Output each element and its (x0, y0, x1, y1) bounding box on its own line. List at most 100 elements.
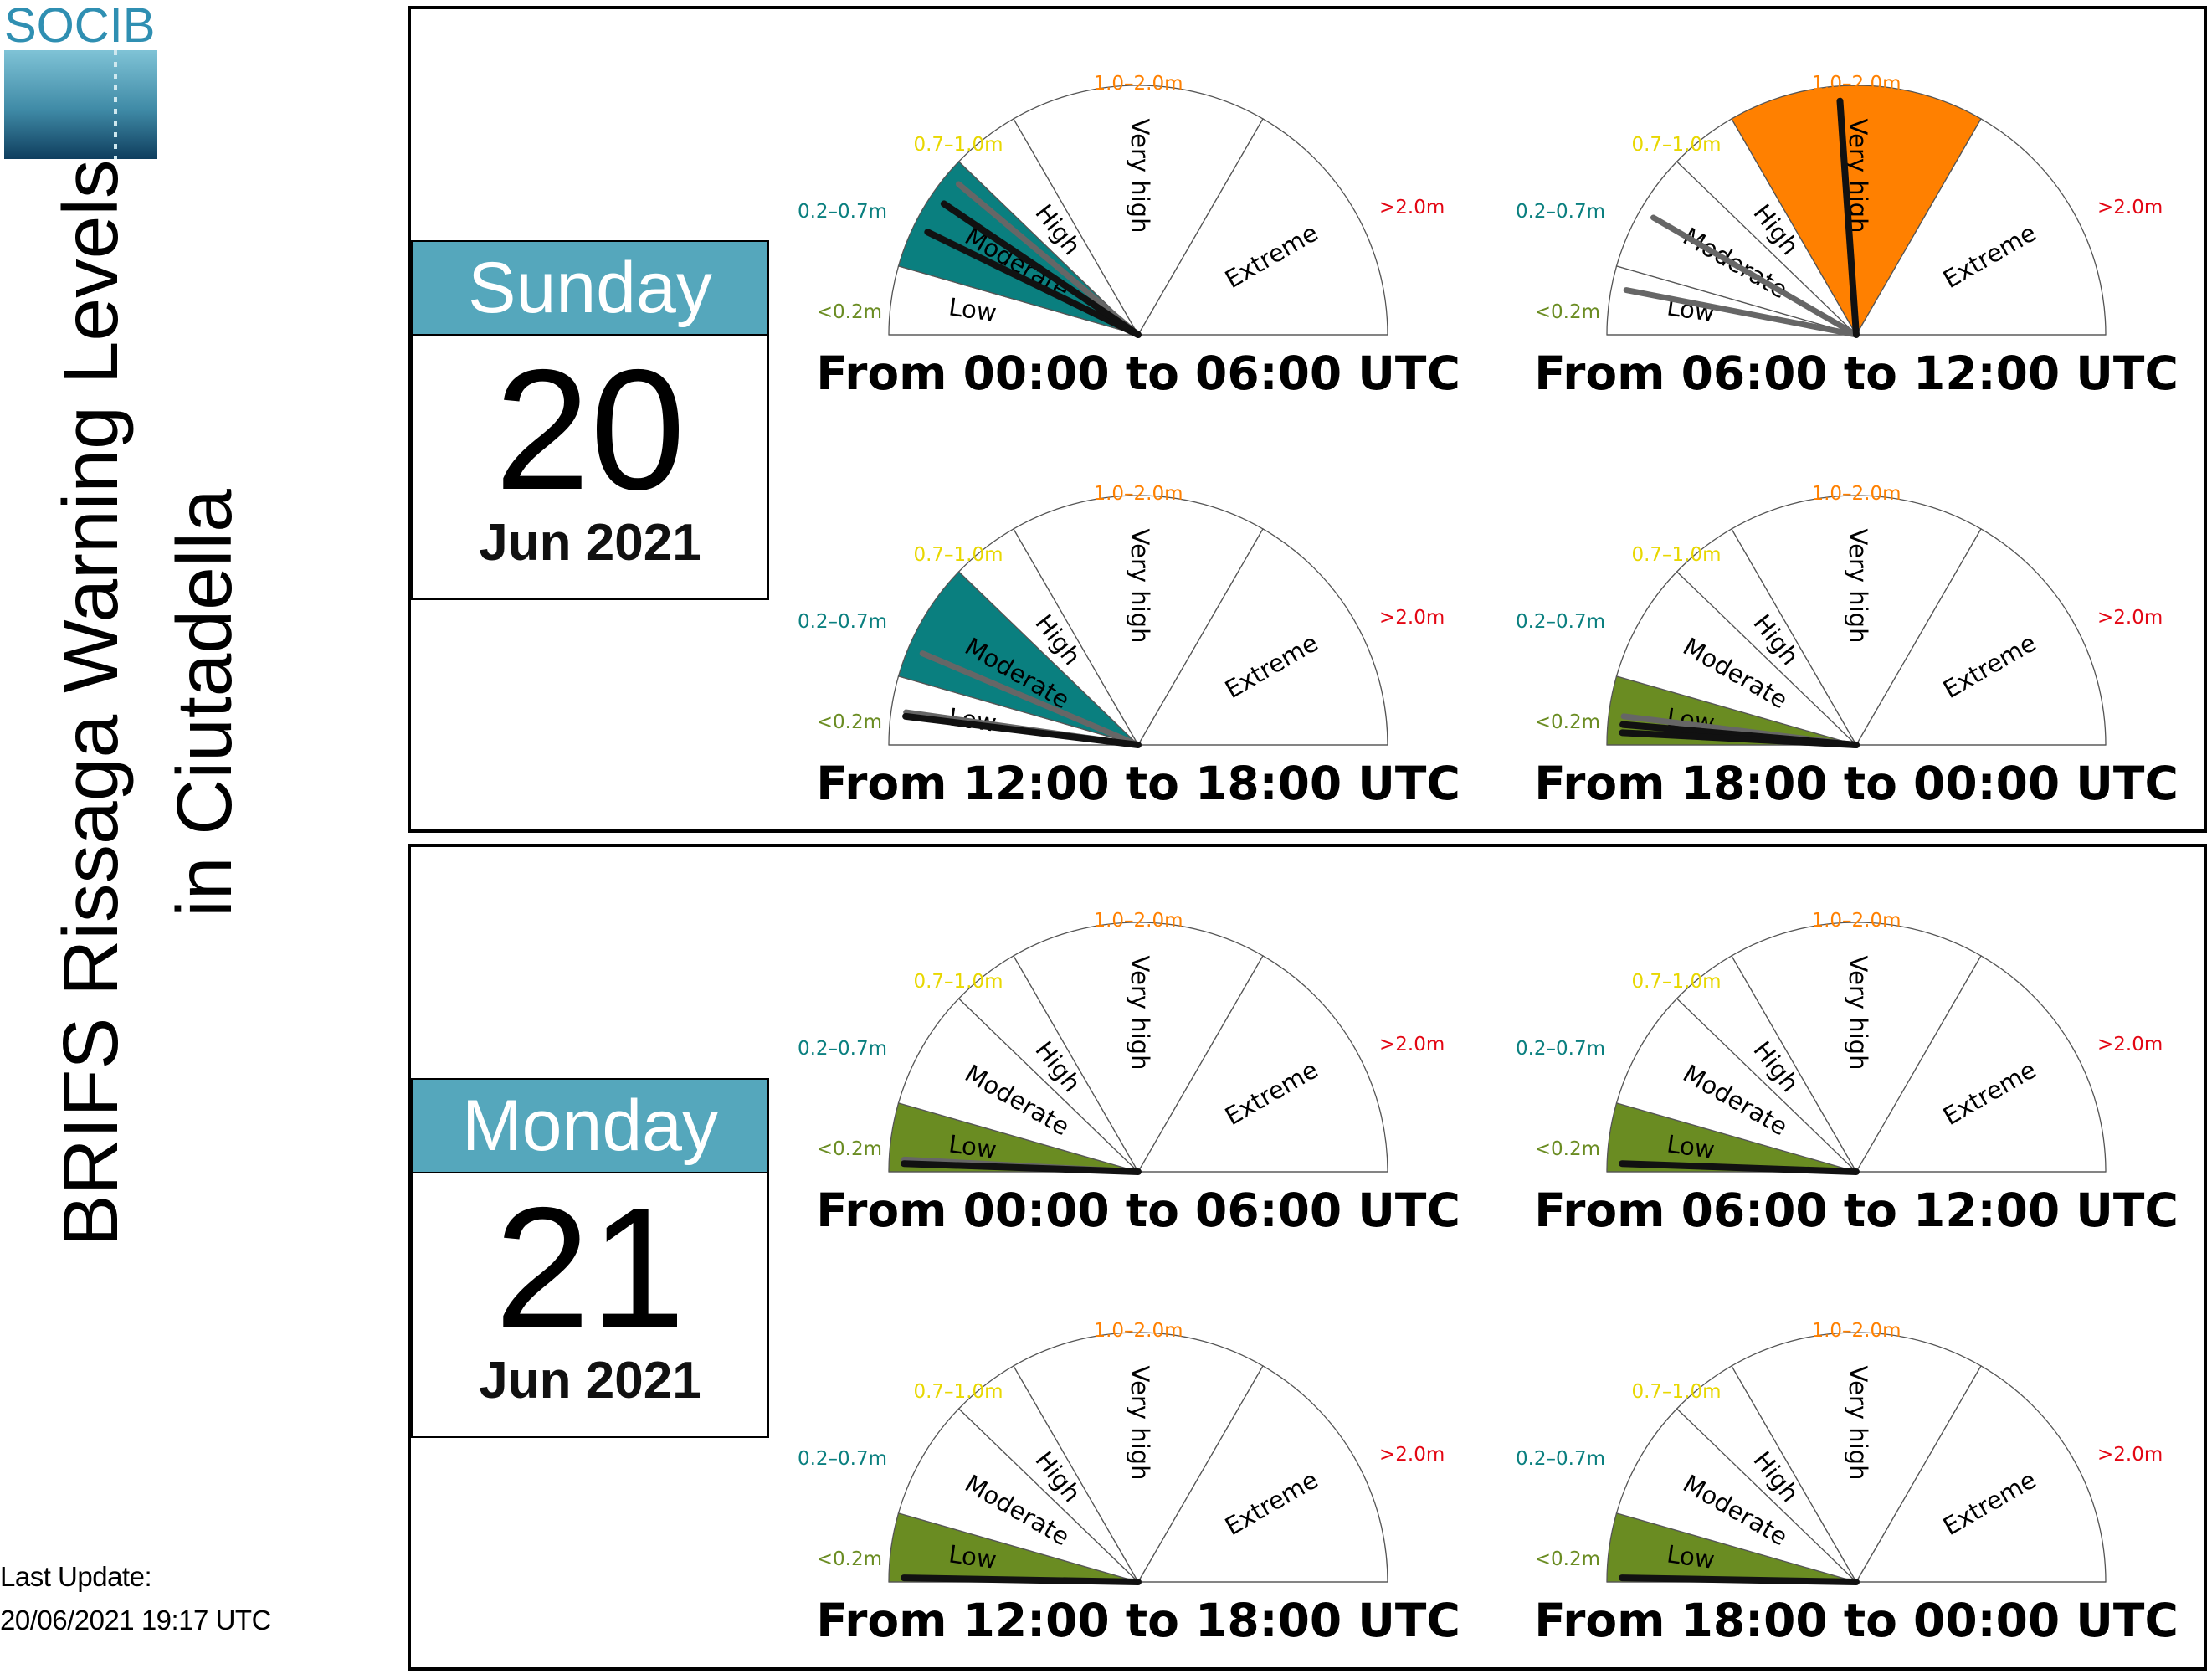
threshold-label-extreme: >2.0m (1379, 197, 1445, 218)
threshold-label-moderate: 0.2–0.7m (1516, 1448, 1605, 1470)
sector-label-very-high: Very high (1844, 1366, 1872, 1481)
needle-0 (1836, 97, 1860, 338)
period-label: From 00:00 to 06:00 UTC (816, 347, 1460, 400)
period-label: From 12:00 to 18:00 UTC (816, 757, 1460, 810)
threshold-label-high: 0.7–1.0m (913, 1381, 1003, 1403)
threshold-label-very-high: 1.0–2.0m (1811, 483, 1901, 505)
threshold-label-extreme: >2.0m (2097, 1444, 2163, 1466)
calendar-day-number: 20 (494, 334, 686, 526)
needle-gray-0 (1650, 214, 1860, 338)
sector-moderate (1615, 161, 1857, 336)
threshold-label-low: <0.2m (1535, 301, 1600, 323)
sector-label-very-high: Very high (1126, 956, 1154, 1071)
threshold-label-very-high: 1.0–2.0m (1811, 73, 1901, 95)
sector-label-low: Low (1665, 1129, 1717, 1164)
sector-extreme (1855, 118, 2107, 336)
last-update: Last Update: 20/06/2021 19:17 UTC (0, 1555, 271, 1642)
threshold-label-extreme: >2.0m (2097, 197, 2163, 218)
threshold-label-moderate: 0.2–0.7m (798, 1448, 887, 1470)
threshold-label-very-high: 1.0–2.0m (1093, 483, 1183, 505)
threshold-label-high: 0.7–1.0m (913, 544, 1003, 566)
sector-extreme (1855, 1365, 2107, 1583)
threshold-label-extreme: >2.0m (1379, 1034, 1445, 1055)
threshold-label-low: <0.2m (817, 301, 882, 323)
sector-very-high (1731, 922, 1982, 1173)
needle-0 (1619, 1160, 1860, 1175)
period-label: From 12:00 to 18:00 UTC (816, 1594, 1460, 1647)
threshold-label-high: 0.7–1.0m (1631, 134, 1721, 156)
sector-very-high (1013, 495, 1264, 747)
socib-logo: SOCIB (4, 0, 157, 159)
threshold-label-high: 0.7–1.0m (1631, 1381, 1721, 1403)
threshold-label-very-high: 1.0–2.0m (1093, 910, 1183, 932)
sector-moderate (1615, 571, 1857, 746)
sector-very-high (1013, 1332, 1264, 1584)
threshold-label-extreme: >2.0m (2097, 607, 2163, 629)
needle-0 (1619, 1574, 1860, 1585)
sector-very-high (1013, 922, 1264, 1173)
calendar-weekday: Monday (413, 1080, 767, 1173)
sector-label-low: Low (947, 1539, 998, 1574)
sector-moderate (897, 571, 1139, 746)
threshold-label-extreme: >2.0m (1379, 607, 1445, 629)
needle-0 (924, 229, 1142, 338)
threshold-label-high: 0.7–1.0m (1631, 971, 1721, 993)
needle-0 (901, 1574, 1142, 1585)
sector-extreme (1137, 528, 1388, 746)
threshold-label-moderate: 0.2–0.7m (1516, 1038, 1605, 1060)
period-label: From 00:00 to 06:00 UTC (816, 1184, 1460, 1237)
sector-label-very-high: Very high (1126, 1366, 1154, 1481)
sector-label-very-high: Very high (1844, 956, 1872, 1071)
sector-moderate (897, 998, 1139, 1173)
sector-extreme (1855, 955, 2107, 1173)
sector-extreme (1137, 1365, 1388, 1583)
calendar-day-number: 21 (494, 1172, 686, 1363)
sector-very-high (1731, 495, 1982, 747)
socib-logo-text: SOCIB (4, 0, 156, 53)
threshold-label-low: <0.2m (817, 711, 882, 733)
sector-extreme (1137, 955, 1388, 1173)
sector-label-low: Low (947, 1129, 998, 1164)
threshold-label-high: 0.7–1.0m (913, 971, 1003, 993)
calendar-monday: Monday 21 Jun 2021 (411, 1078, 769, 1438)
period-label: From 06:00 to 12:00 UTC (1534, 1184, 2179, 1237)
last-update-label: Last Update: (0, 1561, 152, 1592)
threshold-label-low: <0.2m (1535, 1548, 1600, 1570)
needle-1 (940, 200, 1142, 338)
threshold-label-very-high: 1.0–2.0m (1093, 1320, 1183, 1342)
calendar-sunday: Sunday 20 Jun 2021 (411, 240, 769, 600)
sector-moderate (1615, 998, 1857, 1173)
sector-extreme (1855, 528, 2107, 746)
sector-very-high (1731, 85, 1982, 336)
sector-label-very-high: Very high (1844, 529, 1872, 644)
needle-gray-0 (919, 650, 1142, 748)
threshold-label-extreme: >2.0m (2097, 1034, 2163, 1055)
needle-0 (902, 712, 1142, 748)
sector-very-high (1013, 85, 1264, 336)
sector-label-very-high: Very high (1126, 529, 1154, 644)
threshold-label-low: <0.2m (1535, 711, 1600, 733)
calendar-month-year: Jun 2021 (479, 514, 701, 572)
sector-moderate (897, 1408, 1139, 1583)
threshold-label-low: <0.2m (817, 1138, 882, 1160)
threshold-label-moderate: 0.2–0.7m (1516, 201, 1605, 223)
sector-label-very-high: Very high (1126, 119, 1154, 234)
threshold-label-moderate: 0.2–0.7m (798, 1038, 887, 1060)
needle-gray-0 (956, 181, 1142, 338)
threshold-label-low: <0.2m (1535, 1138, 1600, 1160)
threshold-label-very-high: 1.0–2.0m (1811, 910, 1901, 932)
threshold-label-high: 0.7–1.0m (913, 134, 1003, 156)
threshold-label-extreme: >2.0m (1379, 1444, 1445, 1466)
needle-1 (1619, 729, 1860, 748)
sector-moderate (1615, 1408, 1857, 1583)
threshold-label-very-high: 1.0–2.0m (1093, 73, 1183, 95)
threshold-label-moderate: 0.2–0.7m (798, 611, 887, 633)
